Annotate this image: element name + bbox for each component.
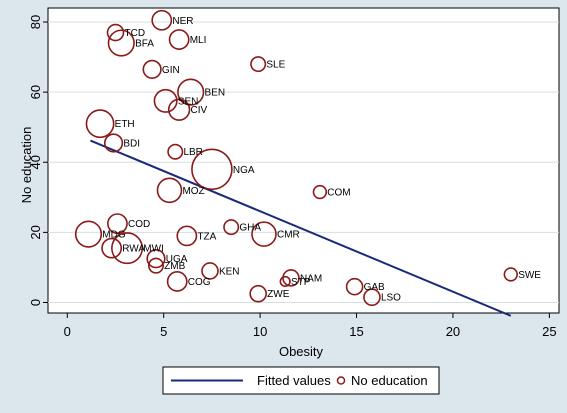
x-tick-label: 25: [542, 324, 556, 339]
data-point: [177, 78, 205, 106]
data-point: [345, 277, 364, 296]
point-label: LSO: [381, 293, 401, 304]
point-label: GHA: [239, 223, 261, 234]
point-label: NGA: [233, 165, 255, 176]
point-label: CIV: [191, 105, 208, 116]
legend: Fitted values No education: [162, 366, 440, 395]
point-label: BEN: [204, 88, 225, 99]
point-label: TZA: [197, 231, 216, 242]
point-label: SWE: [518, 270, 541, 281]
data-point: [74, 220, 103, 248]
point-label: RWA: [122, 244, 145, 255]
point-label: NAM: [300, 273, 322, 284]
data-point: [251, 221, 277, 247]
data-point: [201, 262, 219, 280]
point-label: MDG: [102, 230, 126, 241]
y-axis: 0 20 40 60 80: [28, 15, 48, 306]
data-point: [107, 29, 135, 57]
point-label: COG: [188, 277, 211, 288]
x-tick-label: 10: [253, 324, 267, 339]
point-label: GIN: [162, 65, 180, 76]
y-tick-label: 80: [28, 15, 43, 29]
point-label: TCD: [124, 28, 145, 39]
x-tick-label: 5: [160, 324, 167, 339]
data-point: [147, 257, 164, 274]
point-label: STP: [291, 277, 311, 288]
plot-area: [47, 7, 560, 314]
data-point: [106, 23, 125, 42]
x-axis: 0 5 10 15 20 25: [64, 313, 557, 339]
point-label: LBR: [183, 147, 202, 158]
y-tick-label: 60: [28, 85, 43, 99]
data-point: [167, 98, 191, 121]
point-label: UGA: [166, 254, 188, 265]
point-label: MOZ: [182, 186, 204, 197]
data-point: [279, 275, 291, 288]
data-point: [167, 143, 184, 160]
y-tick-label: 20: [28, 225, 43, 239]
data-point: [142, 59, 162, 79]
point-label: SEN: [178, 96, 199, 107]
x-axis-title: Obesity: [279, 344, 324, 359]
data-point: [176, 225, 198, 247]
data-point: [223, 219, 240, 236]
gridlines: [48, 21, 559, 303]
point-label: MLI: [190, 35, 207, 46]
data-point: [111, 232, 144, 265]
fitted-line-group: [90, 139, 512, 317]
point-label: ZMB: [164, 261, 185, 272]
fitted-line: [90, 139, 512, 317]
point-label: COD: [128, 219, 150, 230]
x-tick-label: 20: [446, 324, 460, 339]
data-points: [74, 9, 518, 307]
x-tick-label: 0: [64, 324, 71, 339]
data-point: [363, 288, 381, 307]
x-tick-label: 15: [349, 324, 363, 339]
data-point: [503, 267, 518, 282]
data-point: [166, 271, 188, 292]
data-point: [85, 109, 115, 139]
point-label: SLE: [266, 60, 285, 71]
point-label: ZWE: [267, 289, 290, 300]
y-axis-title: No education: [19, 127, 34, 204]
point-label: BFA: [135, 39, 154, 50]
y-tick-label: 0: [28, 299, 43, 306]
data-point: [168, 29, 190, 50]
data-point: [312, 184, 328, 200]
point-labels: TCD NER BFA MLI GIN SLE SEN BEN CIV ETH BDI LBR NGA M…: [102, 16, 541, 304]
data-point: [153, 88, 178, 113]
data-point: [107, 213, 128, 235]
data-point: [250, 56, 267, 73]
data-point: [151, 9, 173, 31]
point-label: KEN: [219, 266, 240, 277]
data-point: [146, 249, 166, 269]
data-point: [249, 284, 267, 303]
legend-circle-swatch: [336, 376, 346, 385]
point-label: ETH: [115, 119, 135, 130]
point-label: MWI: [143, 244, 164, 255]
legend-points-label: No education: [351, 373, 428, 388]
data-point: [101, 237, 123, 259]
point-label: GAB: [364, 282, 385, 293]
data-point: [156, 177, 183, 204]
point-label: NER: [172, 16, 193, 27]
point-label: COM: [327, 188, 350, 199]
point-label: BDI: [123, 138, 140, 149]
point-label: CMR: [277, 230, 300, 241]
legend-fitted-label: Fitted values: [257, 373, 331, 388]
data-point: [282, 269, 300, 287]
data-point: [191, 148, 233, 191]
y-tick-label: 40: [28, 155, 43, 169]
data-point: [103, 133, 124, 153]
